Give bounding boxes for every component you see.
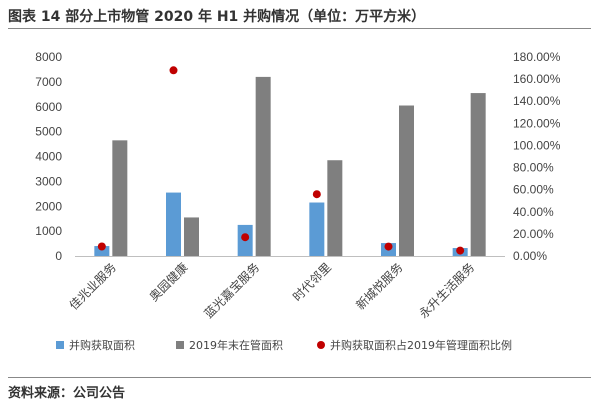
y-right-tick-label: 40.00% [513, 205, 554, 219]
ratio-point [169, 66, 178, 75]
x-category-label: 蓝光嘉宝服务 [201, 260, 263, 322]
x-category-label: 时代邻里 [290, 260, 334, 304]
ratio-point [456, 246, 465, 255]
y-right-tick-label: 100.00% [513, 138, 561, 152]
y-right-tick-label: 120.00% [513, 116, 561, 130]
figure-title: 图表 14 部分上市物管 2020 年 H1 并购情况（单位：万平方米） [8, 9, 426, 25]
bar-acquired-area [309, 202, 325, 256]
y-right-tick-label: 60.00% [513, 183, 554, 197]
legend-swatch-ratio [317, 341, 325, 349]
bar-managed-area-2019 [470, 93, 486, 256]
title-divider [8, 28, 591, 29]
bar-managed-area-2019 [112, 140, 128, 256]
legend-label-acquired: 并购获取面积 [69, 338, 135, 352]
y-left-tick-label: 3000 [35, 174, 62, 188]
y-left-tick-label: 6000 [35, 100, 62, 114]
y-left-tick-label: 2000 [35, 199, 62, 213]
ratio-point [384, 242, 393, 251]
ratio-point [97, 242, 106, 251]
legend-swatch-acquired [56, 341, 64, 349]
x-category-label: 佳兆业服务 [66, 260, 119, 313]
bar-acquired-area [166, 192, 181, 256]
bar-managed-area-2019 [399, 105, 414, 256]
source-divider [8, 377, 591, 378]
y-right-tick-label: 0.00% [513, 249, 547, 263]
bar-acquired-area [94, 246, 110, 256]
bar-managed-area-2019 [184, 217, 199, 256]
y-left-tick-label: 4000 [35, 150, 62, 164]
x-category-label: 永升生活服务 [416, 260, 478, 322]
y-right-tick-label: 80.00% [513, 161, 554, 175]
ratio-point [241, 233, 250, 242]
x-category-label: 新城悦服务 [353, 260, 406, 313]
y-left-tick-label: 7000 [35, 75, 62, 89]
legend-swatch-managed [176, 341, 184, 349]
figure-source: 资料来源：公司公告 [8, 386, 126, 401]
y-left-tick-label: 5000 [35, 125, 62, 139]
ratio-point [312, 190, 321, 199]
y-right-tick-label: 140.00% [513, 94, 561, 108]
y-right-tick-label: 160.00% [513, 72, 561, 86]
bar-managed-area-2019 [255, 76, 271, 257]
y-left-tick-label: 1000 [35, 224, 62, 238]
x-category-label: 奥园健康 [146, 260, 191, 305]
bar-managed-area-2019 [327, 160, 343, 256]
y-right-tick-label: 180.00% [513, 50, 561, 64]
y-left-tick-label: 8000 [35, 50, 62, 64]
y-right-tick-label: 20.00% [513, 227, 554, 241]
legend-label-ratio: 并购获取面积占2019年管理面积比例 [330, 338, 512, 352]
legend-label-managed: 2019年末在管面积 [189, 338, 283, 352]
y-left-tick-label: 0 [55, 249, 62, 263]
